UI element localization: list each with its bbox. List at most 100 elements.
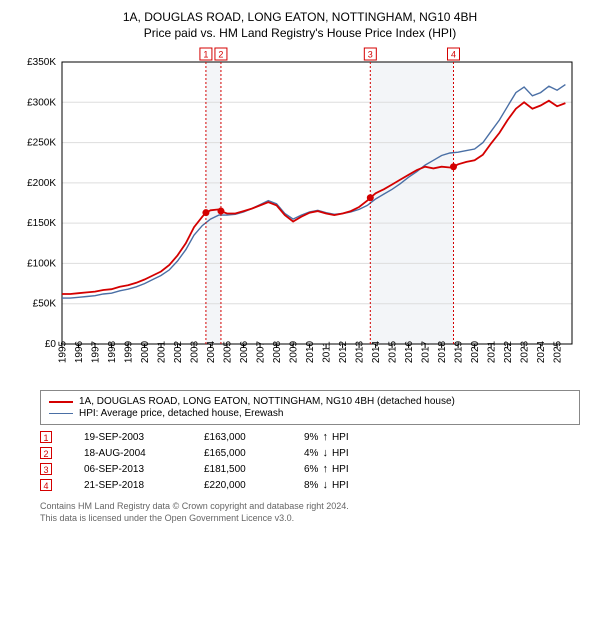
event-label: HPI xyxy=(332,480,349,491)
chart-band xyxy=(370,62,453,344)
legend-swatch-red xyxy=(49,401,73,403)
x-tick-label: 2006 xyxy=(239,340,250,363)
event-price: £181,500 xyxy=(204,464,304,475)
event-marker: 2 xyxy=(40,447,52,459)
series-red xyxy=(62,101,565,294)
event-row: 1 19-SEP-2003£163,0009% ↑ HPI xyxy=(40,431,580,443)
arrow-icon: ↑ xyxy=(322,431,328,443)
event-pct: 6% xyxy=(304,464,318,475)
arrow-icon: ↓ xyxy=(322,479,328,491)
event-delta: 6% ↑ HPI xyxy=(304,463,404,475)
event-row: 4 21-SEP-2018£220,0008% ↓ HPI xyxy=(40,479,580,491)
x-tick-label: 2004 xyxy=(206,340,217,363)
event-row: 2 18-AUG-2004£165,0004% ↓ HPI xyxy=(40,447,580,459)
x-tick-label: 1997 xyxy=(91,340,102,363)
event-pct: 9% xyxy=(304,432,318,443)
marker-dot xyxy=(202,209,209,216)
x-tick-label: 2008 xyxy=(272,340,283,363)
x-tick-label: 2010 xyxy=(305,340,316,363)
event-price: £165,000 xyxy=(204,448,304,459)
event-label: HPI xyxy=(332,464,349,475)
x-tick-label: 2007 xyxy=(256,340,267,363)
marker-dot xyxy=(450,163,457,170)
event-price: £220,000 xyxy=(204,480,304,491)
x-tick-label: 2022 xyxy=(503,340,514,363)
marker-number: 1 xyxy=(203,50,208,60)
x-tick-label: 2020 xyxy=(470,340,481,363)
x-tick-label: 2011 xyxy=(322,341,333,363)
chart-area: £0 £50K £100K £150K £200K £250K £300K £350K 12 3 4… xyxy=(20,44,580,384)
x-tick-label: 2018 xyxy=(437,340,448,363)
legend-swatch-blue xyxy=(49,413,73,414)
y-tick-label: £200K xyxy=(27,178,56,189)
event-delta: 9% ↑ HPI xyxy=(304,431,404,443)
x-tick-label: 1995 xyxy=(58,340,69,363)
plot-border xyxy=(62,62,572,344)
event-date: 06-SEP-2013 xyxy=(84,464,204,475)
legend-row-2: HPI: Average price, detached house, Erew… xyxy=(49,408,571,419)
marker-number: 3 xyxy=(368,50,373,60)
y-tick-label: £350K xyxy=(27,57,56,68)
y-tick-label: £250K xyxy=(27,138,56,149)
x-tick-label: 2015 xyxy=(388,340,399,363)
chart-titles: 1A, DOUGLAS ROAD, LONG EATON, NOTTINGHAM… xyxy=(10,10,590,40)
event-date: 19-SEP-2003 xyxy=(84,432,204,443)
legend-label-1: 1A, DOUGLAS ROAD, LONG EATON, NOTTINGHAM… xyxy=(79,396,455,407)
title-line-1: 1A, DOUGLAS ROAD, LONG EATON, NOTTINGHAM… xyxy=(10,10,590,24)
marker-number: 2 xyxy=(218,50,223,60)
x-tick-label: 2009 xyxy=(289,340,300,363)
x-tick-label: 2024 xyxy=(536,340,547,363)
event-date: 18-AUG-2004 xyxy=(84,448,204,459)
marker-dot xyxy=(367,194,374,201)
x-tick-label: 2023 xyxy=(520,340,531,363)
x-tick-label: 2014 xyxy=(371,340,382,363)
x-tick-label: 1996 xyxy=(74,340,85,363)
x-tick-label: 2016 xyxy=(404,340,415,363)
event-delta: 8% ↓ HPI xyxy=(304,479,404,491)
y-tick-label: £300K xyxy=(27,97,56,108)
chart-band xyxy=(206,62,221,344)
event-price: £163,000 xyxy=(204,432,304,443)
y-tick-label: £100K xyxy=(27,258,56,269)
footer: Contains HM Land Registry data © Crown c… xyxy=(40,501,580,524)
x-tick-label: 2003 xyxy=(190,340,201,363)
event-pct: 4% xyxy=(304,448,318,459)
x-tick-label: 2005 xyxy=(223,340,234,363)
marker-number: 4 xyxy=(451,50,456,60)
event-date: 21-SEP-2018 xyxy=(84,480,204,491)
event-marker: 4 xyxy=(40,479,52,491)
events-table: 1 19-SEP-2003£163,0009% ↑ HPI 2 18-AUG-2004£1… xyxy=(40,431,580,491)
marker-dot xyxy=(217,208,224,215)
x-tick-label: 2012 xyxy=(338,340,349,363)
title-line-2: Price paid vs. HM Land Registry's House … xyxy=(10,26,590,40)
legend-row-1: 1A, DOUGLAS ROAD, LONG EATON, NOTTINGHAM… xyxy=(49,396,571,407)
x-tick-label: 2000 xyxy=(140,340,151,363)
x-tick-label: 2013 xyxy=(355,340,366,363)
x-tick-label: 2019 xyxy=(454,340,465,363)
x-tick-label: 2001 xyxy=(157,340,168,363)
x-tick-label: 1998 xyxy=(107,340,118,363)
event-marker: 3 xyxy=(40,463,52,475)
event-delta: 4% ↓ HPI xyxy=(304,447,404,459)
chart-svg: £0 £50K £100K £150K £200K £250K £300K £350K 12 3 4… xyxy=(20,44,580,384)
legend-label-2: HPI: Average price, detached house, Erew… xyxy=(79,408,283,419)
footer-line-1: Contains HM Land Registry data © Crown c… xyxy=(40,501,580,513)
x-tick-label: 2021 xyxy=(487,340,498,363)
event-pct: 8% xyxy=(304,480,318,491)
footer-line-2: This data is licensed under the Open Gov… xyxy=(40,513,580,525)
legend-box: 1A, DOUGLAS ROAD, LONG EATON, NOTTINGHAM… xyxy=(40,390,580,425)
event-label: HPI xyxy=(332,448,349,459)
series-blue xyxy=(62,85,565,299)
event-label: HPI xyxy=(332,432,349,443)
x-tick-label: 2025 xyxy=(553,340,564,363)
y-tick-label: £150K xyxy=(27,218,56,229)
y-tick-label: £50K xyxy=(33,299,57,310)
x-tick-label: 1999 xyxy=(124,340,135,363)
arrow-icon: ↓ xyxy=(322,447,328,459)
event-row: 3 06-SEP-2013£181,5006% ↑ HPI xyxy=(40,463,580,475)
y-tick-label: £0 xyxy=(45,339,57,350)
event-marker: 1 xyxy=(40,431,52,443)
arrow-icon: ↑ xyxy=(322,463,328,475)
x-tick-label: 2002 xyxy=(173,340,184,363)
x-tick-label: 2017 xyxy=(421,340,432,363)
